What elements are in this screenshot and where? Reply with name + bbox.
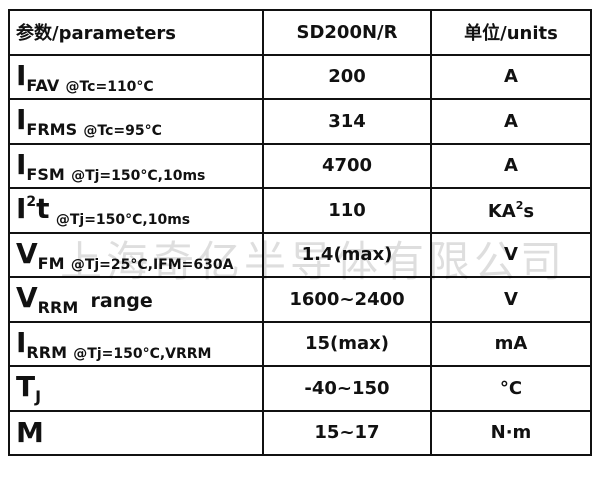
unit-cell: °C	[430, 365, 592, 412]
unit-text: KA	[487, 200, 516, 222]
param-condition: range	[90, 290, 153, 313]
value-cell: 1600~2400	[262, 276, 432, 323]
table-row: VRRM range 1600~2400 V	[8, 276, 592, 323]
param-condition: @Tj=150°C,10ms	[71, 167, 206, 184]
param-subscript: J	[35, 387, 42, 407]
table-row: IFSM @Tj=150°C,10ms 4700 A	[8, 142, 592, 189]
param-condition: @Tc=110°C	[65, 78, 154, 95]
param-cell: I2t @Tj=150°C,10ms	[8, 187, 264, 234]
param-cell: IRRM @Tj=150°C,VRRM	[8, 320, 264, 367]
value-cell: 15(max)	[262, 320, 432, 367]
param-condition: @Tj=25°C,IFM=630A	[70, 256, 234, 273]
table-row: IRRM @Tj=150°C,VRRM 15(max) mA	[8, 320, 592, 367]
param-symbol: V	[16, 236, 38, 270]
param-cell: IFAV @Tc=110°C	[8, 53, 264, 100]
unit-text: A	[504, 155, 518, 177]
param-cell: VRRM range	[8, 276, 264, 323]
param-cell: TJ	[8, 365, 264, 412]
unit-text: A	[504, 110, 518, 132]
param-cell: IFRMS @Tc=95°C	[8, 98, 264, 145]
param-symbol: V	[16, 281, 38, 315]
unit-tail: s	[523, 200, 535, 222]
param-subscript: RRM	[37, 298, 79, 318]
header-units: 单位/units	[430, 9, 592, 56]
param-cell: VFM @Tj=25°C,IFM=630A	[8, 231, 264, 278]
param-symbol: I	[16, 147, 27, 181]
param-symbol: I	[16, 58, 27, 92]
unit-superscript: 2	[515, 198, 524, 212]
param-symbol: I	[16, 103, 27, 137]
unit-cell: A	[430, 98, 592, 145]
unit-cell: A	[430, 142, 592, 189]
param-cell: M	[8, 409, 264, 456]
unit-text: mA	[494, 333, 528, 355]
table-row: I2t @Tj=150°C,10ms 110 KA2s	[8, 187, 592, 234]
value-cell: -40~150	[262, 365, 432, 412]
param-condition: @Tj=150°C,VRRM	[73, 345, 212, 362]
unit-text: N·m	[490, 422, 532, 444]
param-superscript: 2	[26, 194, 37, 211]
value-cell: 200	[262, 53, 432, 100]
table-row: IFRMS @Tc=95°C 314 A	[8, 98, 592, 145]
unit-cell: V	[430, 276, 592, 323]
param-subscript: t	[36, 192, 50, 226]
unit-cell: A	[430, 53, 592, 100]
param-symbol: M	[16, 416, 44, 450]
spec-table: 参数/parameters SD200N/R 单位/units IFAV @Tc…	[8, 9, 592, 456]
param-subscript: FM	[37, 253, 65, 273]
table-row: M 15~17 N·m	[8, 409, 592, 456]
param-subscript: RRM	[26, 342, 67, 362]
unit-cell: KA2s	[430, 187, 592, 234]
value-cell: 110	[262, 187, 432, 234]
unit-cell: mA	[430, 320, 592, 367]
value-cell: 15~17	[262, 409, 432, 456]
header-model: SD200N/R	[262, 9, 432, 56]
unit-cell: V	[430, 231, 592, 278]
param-condition: @Tc=95°C	[83, 123, 162, 140]
unit-cell: N·m	[430, 409, 592, 456]
param-symbol: I	[16, 192, 27, 226]
value-cell: 314	[262, 98, 432, 145]
param-condition: @Tj=150°C,10ms	[55, 212, 191, 229]
param-subscript: FAV	[26, 75, 60, 95]
unit-text: °C	[499, 377, 523, 399]
unit-text: A	[504, 66, 518, 88]
unit-text: V	[504, 288, 518, 310]
value-cell: 4700	[262, 142, 432, 189]
param-subscript: FSM	[26, 164, 65, 184]
table-row: TJ -40~150 °C	[8, 365, 592, 412]
table-row: VFM @Tj=25°C,IFM=630A 1.4(max) V	[8, 231, 592, 278]
header-row: 参数/parameters SD200N/R 单位/units	[8, 9, 592, 56]
param-symbol: I	[16, 325, 27, 359]
table-row: IFAV @Tc=110°C 200 A	[8, 53, 592, 100]
param-symbol: T	[16, 370, 36, 404]
value-cell: 1.4(max)	[262, 231, 432, 278]
param-subscript: FRMS	[26, 120, 78, 140]
unit-text: V	[504, 244, 518, 266]
param-cell: IFSM @Tj=150°C,10ms	[8, 142, 264, 189]
header-parameters: 参数/parameters	[8, 9, 264, 56]
